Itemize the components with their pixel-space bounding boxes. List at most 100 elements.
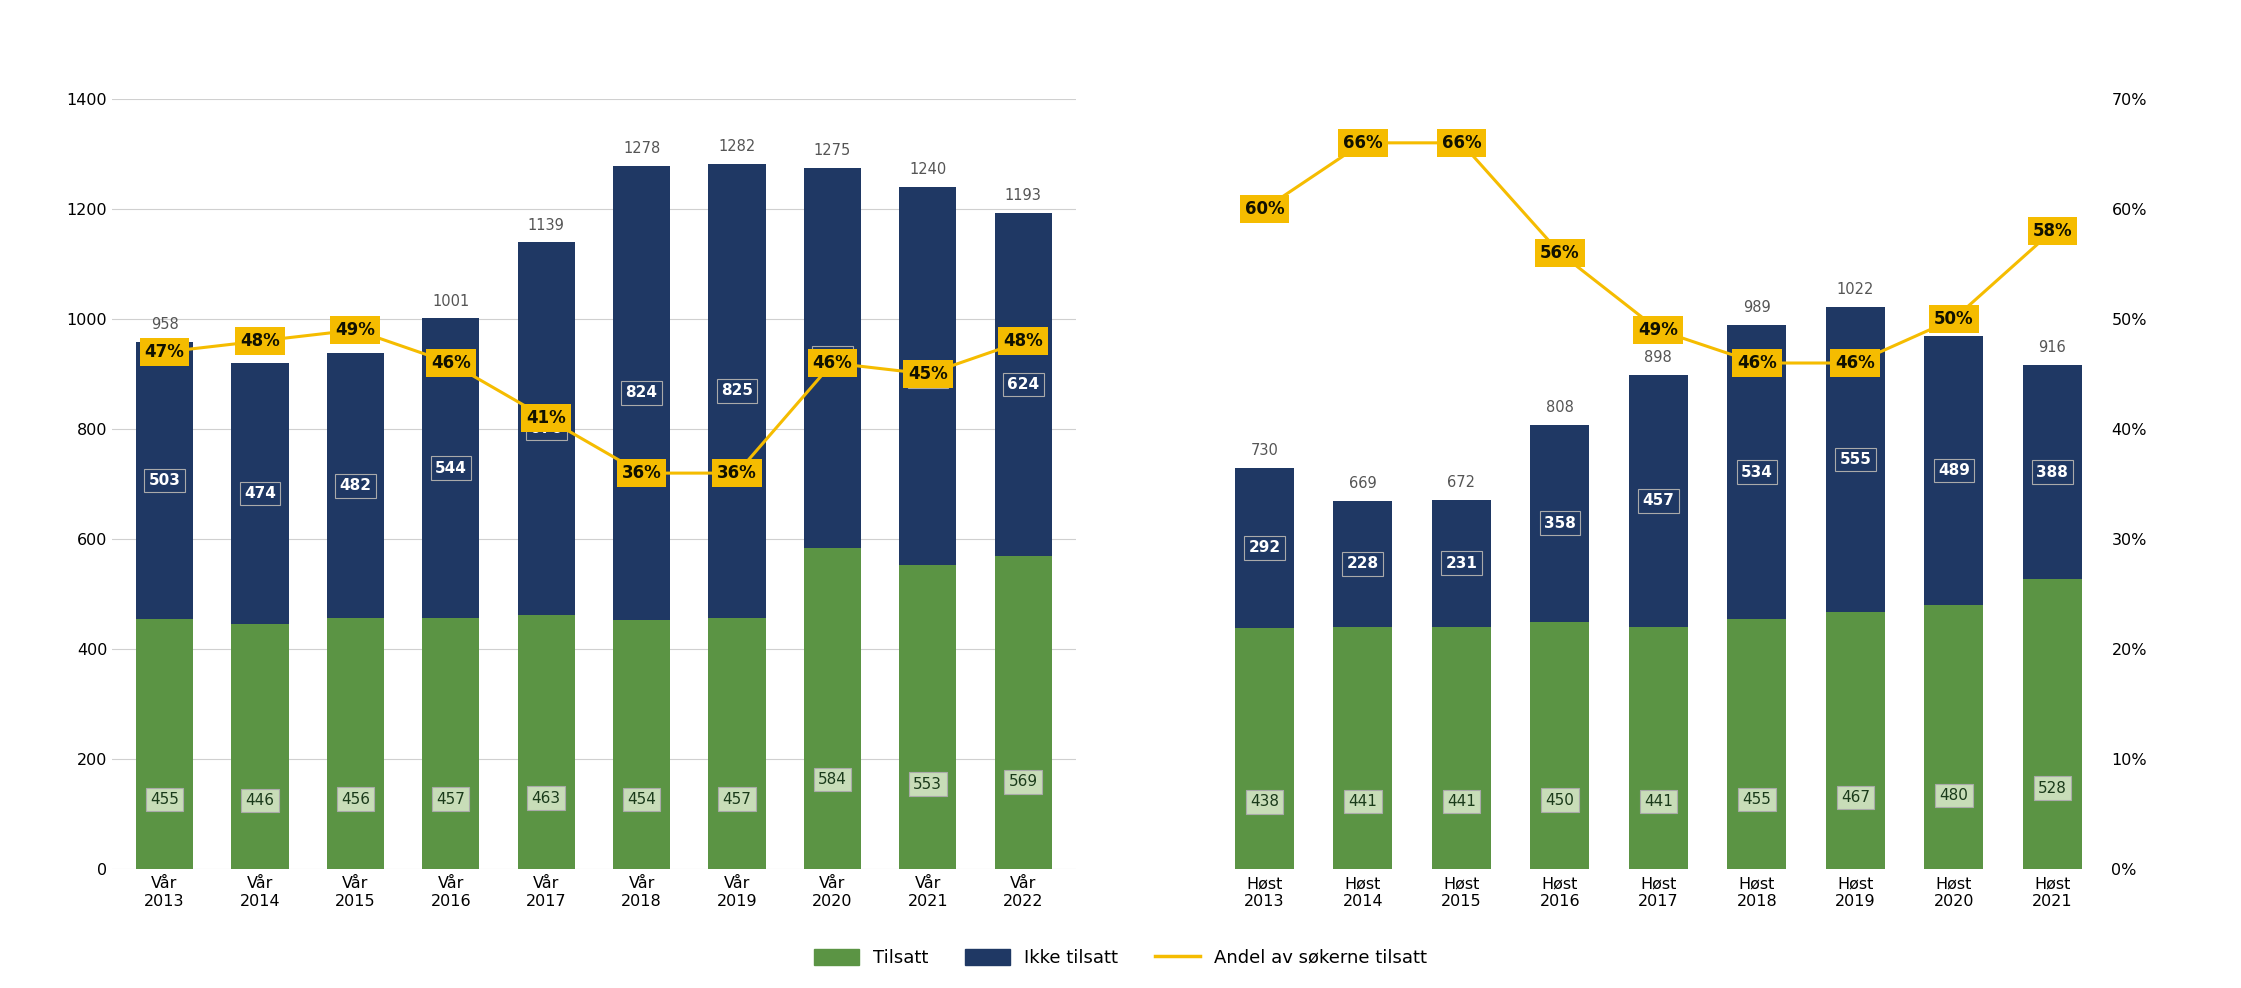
Text: 46%: 46%: [813, 354, 852, 372]
Text: 584: 584: [818, 772, 847, 786]
Text: 456: 456: [341, 791, 370, 806]
Text: 1240: 1240: [910, 162, 946, 177]
Text: 49%: 49%: [1638, 321, 1679, 339]
Text: 49%: 49%: [336, 321, 374, 339]
Text: 66%: 66%: [1342, 133, 1383, 152]
Bar: [327, 618, 383, 869]
Bar: [1925, 606, 1983, 869]
Text: 1278: 1278: [623, 141, 661, 156]
Text: 455: 455: [1743, 791, 1770, 807]
Text: 48%: 48%: [240, 332, 280, 350]
Text: 36%: 36%: [621, 464, 661, 482]
Text: 544: 544: [435, 460, 466, 475]
Text: 467: 467: [1840, 790, 1869, 805]
Bar: [137, 342, 193, 618]
Text: 528: 528: [2037, 781, 2066, 795]
Text: 1022: 1022: [1838, 282, 1873, 297]
Text: 676: 676: [531, 421, 562, 436]
Text: 920: 920: [247, 338, 273, 353]
Text: 691: 691: [816, 351, 849, 366]
Text: 231: 231: [1445, 555, 1477, 571]
Bar: [421, 318, 480, 618]
Bar: [995, 556, 1051, 869]
Bar: [708, 618, 766, 869]
Text: 824: 824: [625, 385, 657, 400]
Bar: [1629, 375, 1687, 626]
Text: 41%: 41%: [527, 409, 567, 427]
Bar: [2024, 579, 2082, 869]
Text: 46%: 46%: [1835, 354, 1876, 372]
Text: 50%: 50%: [1934, 310, 1974, 328]
Text: 534: 534: [1741, 464, 1773, 479]
Bar: [1531, 425, 1589, 621]
Text: 441: 441: [1645, 794, 1672, 809]
Text: 450: 450: [1546, 792, 1573, 807]
Text: 989: 989: [1743, 300, 1770, 315]
Text: 463: 463: [531, 790, 560, 805]
Text: 489: 489: [1938, 463, 1970, 478]
Text: 47%: 47%: [146, 343, 184, 361]
Bar: [1728, 325, 1786, 618]
Text: 457: 457: [437, 791, 466, 806]
Bar: [708, 164, 766, 618]
Bar: [231, 363, 289, 624]
Text: 958: 958: [150, 317, 179, 332]
Text: 1139: 1139: [527, 217, 565, 232]
Text: 669: 669: [1349, 476, 1376, 491]
Text: 46%: 46%: [1737, 354, 1777, 372]
Bar: [1235, 628, 1293, 869]
Text: 457: 457: [722, 791, 751, 806]
Text: 441: 441: [1448, 794, 1477, 809]
Bar: [1235, 467, 1293, 628]
Text: 1001: 1001: [433, 293, 468, 308]
Bar: [327, 353, 383, 618]
Text: 938: 938: [341, 328, 370, 343]
Bar: [1728, 618, 1786, 869]
Bar: [805, 168, 861, 548]
Text: 916: 916: [2039, 340, 2066, 356]
Bar: [1826, 613, 1885, 869]
Text: 687: 687: [912, 369, 943, 383]
Text: 730: 730: [1250, 443, 1277, 457]
Text: 46%: 46%: [430, 354, 471, 372]
Text: 446: 446: [247, 793, 273, 808]
Bar: [421, 618, 480, 869]
Text: 553: 553: [914, 777, 941, 791]
Text: 969: 969: [1941, 311, 1968, 326]
Bar: [1432, 626, 1490, 869]
Text: 1275: 1275: [813, 142, 852, 158]
Text: 569: 569: [1008, 775, 1038, 789]
Text: 66%: 66%: [1441, 133, 1481, 152]
Bar: [231, 624, 289, 869]
Text: 624: 624: [1006, 377, 1040, 392]
Text: 455: 455: [150, 791, 179, 807]
Text: 292: 292: [1248, 540, 1280, 555]
Bar: [1629, 626, 1687, 869]
Text: 1193: 1193: [1004, 188, 1042, 203]
Bar: [1333, 626, 1392, 869]
Text: 358: 358: [1544, 516, 1575, 531]
Bar: [805, 548, 861, 869]
Text: 441: 441: [1349, 794, 1378, 809]
Text: 555: 555: [1840, 453, 1871, 467]
Text: 898: 898: [1645, 350, 1672, 366]
Text: 457: 457: [1643, 493, 1674, 509]
Text: 56%: 56%: [1540, 244, 1580, 262]
Text: 45%: 45%: [908, 365, 948, 383]
Text: 36%: 36%: [717, 464, 757, 482]
Text: 60%: 60%: [1244, 200, 1284, 218]
Bar: [1826, 307, 1885, 613]
Bar: [899, 565, 957, 869]
Bar: [899, 187, 957, 565]
Bar: [2024, 366, 2082, 579]
Text: 808: 808: [1546, 400, 1573, 415]
Text: 228: 228: [1347, 556, 1378, 571]
Text: 388: 388: [2037, 464, 2068, 479]
Legend: Tilsatt, Ikke tilsatt, Andel av søkerne tilsatt: Tilsatt, Ikke tilsatt, Andel av søkerne …: [807, 942, 1434, 974]
Bar: [1333, 501, 1392, 626]
Bar: [1925, 336, 1983, 606]
Text: 58%: 58%: [2033, 222, 2073, 240]
Bar: [137, 618, 193, 869]
Text: 438: 438: [1250, 794, 1280, 809]
Bar: [614, 619, 670, 869]
